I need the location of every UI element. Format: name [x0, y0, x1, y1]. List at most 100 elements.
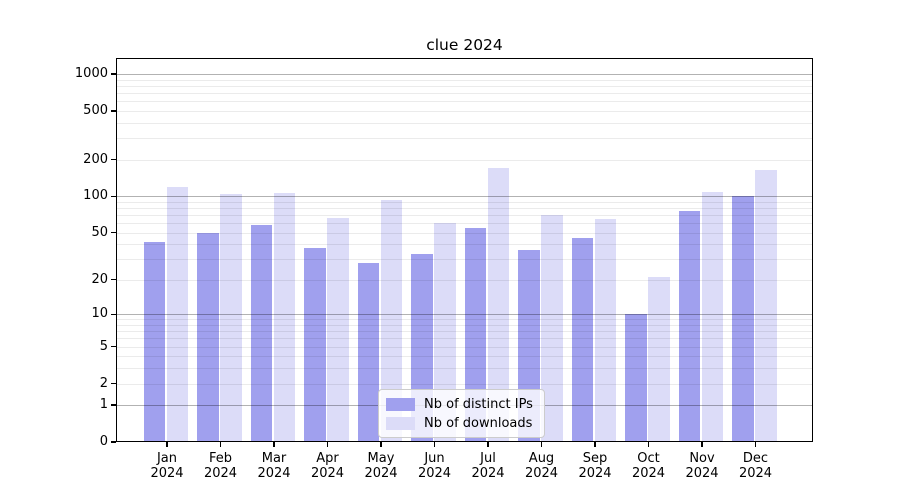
gridline-minor-40 — [116, 244, 813, 246]
gridline-minor-20 — [116, 279, 813, 281]
gridline-minor-300 — [116, 138, 813, 139]
x-tick-label-line: 2024 — [631, 466, 666, 481]
gridline-minor-30 — [116, 259, 813, 261]
legend: Nb of distinct IPs Nb of downloads — [378, 389, 545, 438]
y-tick-label-1000: 1000 — [74, 66, 108, 81]
y-tick-label-1: 1 — [99, 397, 108, 413]
x-tick-label-line: 2024 — [150, 466, 184, 481]
gridline-minor-70 — [116, 214, 813, 216]
x-tick-label-jun: Jun 2024 — [403, 451, 467, 481]
bar-distinct-ips-nov — [678, 211, 700, 442]
y-tick-20 — [111, 279, 116, 281]
y-tick-label-2: 2 — [99, 375, 108, 391]
gridline-minor-60 — [116, 223, 813, 224]
x-tick-label-line: Mar — [261, 451, 287, 466]
y-tick-0 — [111, 441, 116, 443]
y-tick-100 — [111, 195, 116, 197]
x-tick-label-line: 2024 — [417, 466, 452, 481]
bar-distinct-ips-jul — [464, 227, 486, 442]
bar-distinct-ips-may — [357, 262, 379, 442]
gridline-minor-700 — [116, 93, 813, 94]
chart-title: clue 2024 — [426, 36, 503, 54]
x-tick-label-line: Jul — [480, 451, 496, 466]
x-tick-nov — [701, 442, 703, 447]
bar-distinct-ips-dec — [732, 196, 754, 442]
x-tick-label-line: Apr — [316, 451, 339, 466]
y-tick-label-20: 20 — [91, 271, 108, 287]
x-tick-label-line: 2024 — [471, 466, 505, 481]
x-tick-oct — [647, 442, 650, 447]
bar-distinct-ips-oct — [625, 314, 647, 442]
gridline-minor-600 — [116, 101, 813, 103]
bar-distinct-ips-apr — [304, 248, 326, 442]
y-tick-1 — [111, 404, 116, 406]
y-tick-label-0: 0 — [99, 434, 108, 449]
legend-label-downloads: Nb of downloads — [424, 416, 533, 431]
bar-downloads-jul — [487, 167, 509, 442]
y-tick-label-500: 500 — [83, 102, 108, 118]
plot-area — [116, 58, 813, 442]
legend-row-distinct-ips: Nb of distinct IPs — [386, 395, 536, 414]
gridline-minor-90 — [116, 201, 813, 203]
bar-downloads-feb — [220, 194, 242, 442]
x-tick-label-mar: Mar 2024 — [242, 451, 306, 481]
bar-downloads-oct — [648, 277, 670, 442]
bar-distinct-ips-jan — [143, 241, 165, 442]
bar-downloads-jan — [166, 186, 188, 442]
gridline-minor-400 — [116, 122, 813, 124]
y-tick-2 — [111, 382, 116, 385]
x-tick-jul — [487, 442, 489, 447]
y-tick-1000 — [111, 73, 116, 75]
x-tick-label-sep: Sep 2024 — [563, 451, 627, 481]
y-tick-50 — [111, 231, 116, 234]
gridline-minor-7 — [116, 331, 813, 333]
x-tick-jun — [433, 442, 436, 447]
x-tick-may — [380, 442, 382, 447]
bar-downloads-mar — [273, 193, 295, 442]
gridline-minor-3 — [116, 368, 813, 370]
x-tick-feb — [219, 442, 222, 447]
x-tick-dec — [754, 442, 757, 447]
x-tick-label-line: 2024 — [738, 466, 773, 481]
x-tick-label-apr: Apr 2024 — [296, 451, 360, 481]
x-tick-label-line: 2024 — [578, 466, 612, 481]
gridline-minor-8 — [116, 325, 813, 326]
legend-swatch-downloads — [386, 417, 415, 430]
gridline-minor-5 — [116, 346, 813, 348]
x-tick-label-dec: Dec 2024 — [724, 451, 788, 481]
x-tick-label-line: 2024 — [685, 466, 719, 481]
x-tick-label-line: Jun — [424, 451, 445, 466]
gridline-minor-50 — [116, 232, 813, 234]
x-tick-label-jul: Jul 2024 — [456, 451, 520, 481]
gridline-minor-200 — [116, 159, 813, 161]
x-tick-apr — [326, 442, 329, 447]
bar-downloads-sep — [594, 218, 616, 442]
gridline-major-1000 — [116, 74, 813, 75]
gridline-minor-800 — [116, 85, 813, 87]
x-tick-label-line: 2024 — [203, 466, 238, 481]
y-tick-500 — [111, 110, 116, 112]
x-tick-label-line: Jan — [156, 451, 178, 466]
legend-swatch-distinct-ips — [386, 398, 415, 411]
bar-downloads-aug — [541, 214, 563, 442]
x-tick-label-line: 2024 — [524, 466, 559, 481]
bar-downloads-may — [380, 200, 402, 442]
x-tick-aug — [540, 442, 543, 447]
y-tick-label-100: 100 — [83, 188, 108, 204]
x-tick-label-line: May — [367, 451, 395, 466]
gridline-minor-80 — [116, 207, 813, 209]
bar-distinct-ips-sep — [571, 238, 593, 442]
y-tick-10 — [111, 313, 116, 315]
x-tick-label-line: Oct — [637, 451, 660, 466]
gridline-minor-500 — [116, 110, 813, 112]
y-tick-label-200: 200 — [83, 151, 108, 167]
x-tick-label-feb: Feb 2024 — [189, 451, 253, 481]
gridline-minor-2 — [116, 383, 813, 385]
x-tick-jan — [166, 442, 168, 447]
gridline-minor-6 — [116, 338, 813, 340]
y-tick-200 — [111, 158, 116, 161]
x-tick-mar — [273, 442, 275, 447]
bar-downloads-nov — [701, 192, 723, 442]
x-tick-label-line: 2024 — [364, 466, 398, 481]
